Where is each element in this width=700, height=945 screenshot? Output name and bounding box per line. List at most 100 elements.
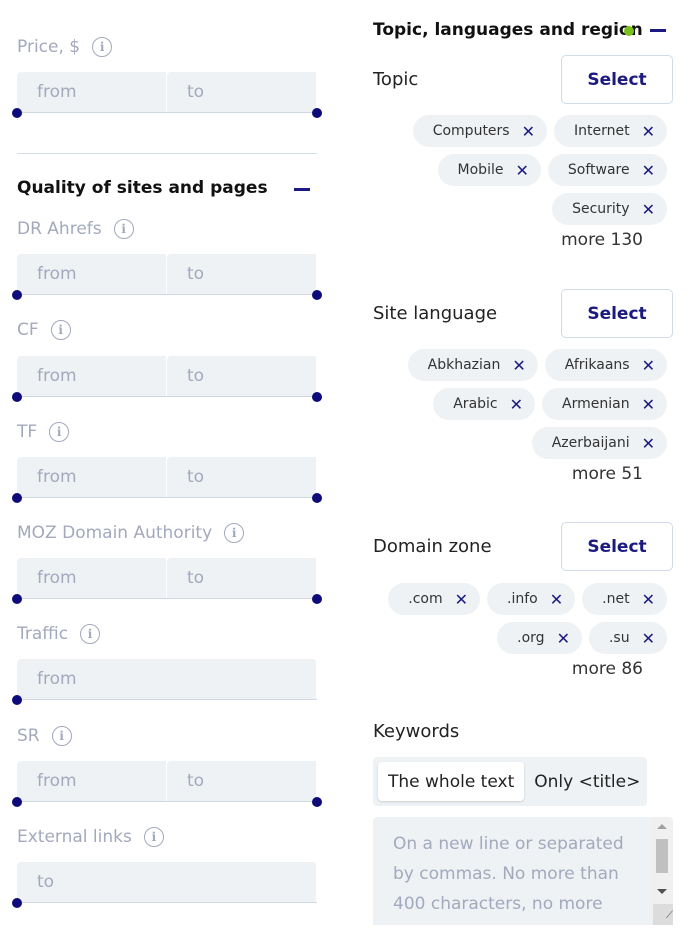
slider-handle-min[interactable] [12,797,22,807]
moz-label: MOZ Domain Authority i [17,521,245,545]
remove-icon[interactable]: ✕ [521,121,535,141]
sr-label-text: SR [17,726,40,746]
slider-handle-min[interactable] [12,392,22,402]
dr-to-input[interactable]: to [167,254,317,294]
tf-from-input[interactable]: from [17,457,167,497]
chip: .net ✕ [582,583,667,615]
chip-label: Afrikaans [564,357,630,373]
topic-select-button[interactable]: Select [561,55,673,104]
remove-icon[interactable]: ✕ [556,628,570,648]
moz-label-text: MOZ Domain Authority [17,523,213,543]
slider-handle-max[interactable] [312,797,322,807]
keywords-textarea[interactable]: On a new line or separated by commas. No… [373,817,673,925]
cf-from-input[interactable]: from [17,356,167,396]
price-range: from to [12,72,322,118]
chip-label: Abkhazian [427,357,501,373]
remove-icon[interactable]: ✕ [515,160,529,180]
language-more-link[interactable]: more 51 [571,464,643,484]
info-icon[interactable]: i [143,827,164,847]
moz-to-input[interactable]: to [167,558,317,598]
chip: Afrikaans ✕ [544,349,667,381]
slider-handle-max[interactable] [312,392,322,402]
external-links-to-input[interactable]: to [17,862,317,902]
cf-label-text: CF [17,320,39,340]
remove-icon[interactable]: ✕ [549,589,564,609]
slider-handle[interactable] [12,898,22,908]
chip-label: .com [408,591,443,607]
info-icon[interactable]: i [50,320,71,340]
resize-handle-icon[interactable]: ⟋ [653,904,673,925]
chip-label: .su [608,630,630,646]
chip-label: .info [507,591,538,607]
scrollbar[interactable]: ⟋ [651,817,673,925]
chip: .info ✕ [487,583,576,615]
remove-icon[interactable]: ✕ [509,394,524,414]
chip-label: Arabic [453,396,498,412]
slider-handle-max[interactable] [312,108,322,118]
tf-to-input[interactable]: to [167,457,317,497]
info-icon[interactable]: i [49,422,70,442]
sr-label: SR i [17,724,72,748]
info-icon[interactable]: i [92,37,113,57]
chip: Security ✕ [552,193,667,225]
info-icon[interactable]: i [51,726,72,746]
slider-handle-min[interactable] [12,594,22,604]
remove-icon[interactable]: ✕ [641,160,655,180]
topic-more-link[interactable]: more 130 [561,230,643,250]
tf-label: TF i [17,420,70,444]
topic-label: Topic [373,69,419,90]
traffic-from-input[interactable]: from [17,659,317,699]
chip-label: Azerbaijani [551,435,630,451]
moz-from-input[interactable]: from [17,558,167,598]
slider-handle-min[interactable] [12,290,22,300]
info-icon[interactable]: i [80,624,101,644]
language-chips: Abkhazian ✕ Afrikaans ✕ Arabic ✕ Armenian ✕ … [373,349,667,459]
slider-handle-min[interactable] [12,493,22,503]
info-icon[interactable]: i [224,523,245,543]
tf-label-text: TF [17,422,38,442]
traffic-label: Traffic i [17,622,101,646]
zone-select-button[interactable]: Select [561,522,673,571]
scrollbar-thumb[interactable] [656,839,668,873]
segment-only-title[interactable]: Only <title> [534,771,641,792]
chip-label: Mobile [457,162,504,178]
remove-icon[interactable]: ✕ [641,433,655,453]
dr-from-input[interactable]: from [17,254,167,294]
price-to-input[interactable]: to [167,72,317,112]
sr-from-input[interactable]: from [17,761,167,801]
info-icon[interactable]: i [113,219,134,239]
chip: .com ✕ [388,583,481,615]
cf-to-input[interactable]: to [167,356,317,396]
traffic-range: from [12,659,317,705]
slider-handle-max[interactable] [312,493,322,503]
external-links-range: to [12,862,317,908]
segment-whole-text[interactable]: The whole text [378,762,525,801]
slider-handle-min[interactable] [12,108,22,118]
scroll-down-icon[interactable] [657,889,667,894]
slider-handle-max[interactable] [312,594,322,604]
remove-icon[interactable]: ✕ [641,589,655,609]
chip-label: .org [517,630,545,646]
remove-icon[interactable]: ✕ [454,589,469,609]
scroll-up-icon[interactable] [657,824,667,829]
remove-icon[interactable]: ✕ [512,355,526,375]
collapse-icon[interactable] [650,29,666,32]
collapse-icon[interactable] [294,188,310,191]
price-label: Price, $ i [17,35,113,59]
dr-range: from to [12,254,322,300]
slider-handle-min[interactable] [12,695,22,705]
topic-section-title: Topic, languages and region [373,20,643,40]
language-select-button[interactable]: Select [561,289,673,338]
price-from-input[interactable]: from [17,72,167,112]
remove-icon[interactable]: ✕ [641,394,655,414]
remove-icon[interactable]: ✕ [641,199,655,219]
cf-label: CF i [17,318,71,342]
remove-icon[interactable]: ✕ [641,121,655,141]
domain-zone-label: Domain zone [373,536,492,557]
sr-to-input[interactable]: to [167,761,317,801]
chip: Internet ✕ [554,115,667,147]
remove-icon[interactable]: ✕ [641,628,655,648]
remove-icon[interactable]: ✕ [641,355,655,375]
zone-more-link[interactable]: more 86 [571,659,643,679]
slider-handle-max[interactable] [312,290,322,300]
